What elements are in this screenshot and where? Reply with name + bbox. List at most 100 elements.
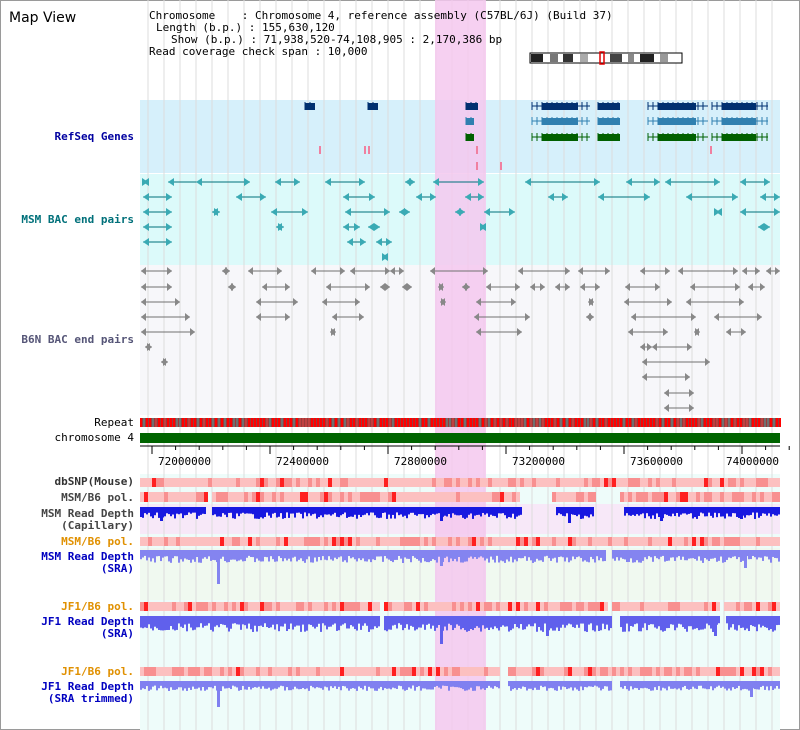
depth-bar [246, 681, 248, 690]
depth-bar [390, 550, 392, 561]
heat-cell [196, 492, 200, 502]
depth-bar [362, 616, 364, 626]
depth-bar [586, 550, 588, 562]
repeat-segment [338, 418, 340, 427]
heat-cell [316, 602, 320, 611]
depth-bar [280, 507, 282, 514]
depth-bar [768, 507, 770, 514]
heat-cell [372, 478, 376, 487]
depth-bar [472, 507, 474, 519]
bac-end-marker [735, 283, 740, 291]
depth-bar [250, 507, 252, 514]
heat-cell [200, 492, 204, 502]
heat-cell [268, 492, 272, 502]
depth-bar [398, 550, 400, 556]
heat-cell [236, 602, 240, 611]
msm-pol-label[interactable]: MSM/B6 pol. [61, 491, 134, 504]
depth-bar [758, 616, 760, 625]
repeat-segment [245, 418, 247, 427]
heat-cell [372, 492, 376, 502]
heat-cell [288, 492, 292, 502]
msm-bac-track[interactable] [142, 178, 780, 261]
read-depth-tracks[interactable] [140, 507, 780, 707]
b6n-bac-label[interactable]: B6N BAC end pairs [21, 333, 134, 346]
heat-cell [588, 602, 592, 611]
repeat-segment [557, 418, 559, 427]
jf1-sra-label-1[interactable]: JF1 Read Depth [41, 615, 134, 628]
depth-bar [670, 507, 672, 517]
msm-pol2-label[interactable]: MSM/B6 pol. [61, 535, 134, 548]
heat-cell [252, 492, 256, 502]
depth-bar [602, 616, 604, 624]
depth-bar [720, 681, 722, 688]
chromosome-bar[interactable] [140, 433, 780, 443]
depth-bar [178, 616, 180, 624]
depth-bar [668, 681, 670, 687]
heat-cell [320, 492, 324, 502]
heat-cell [640, 478, 644, 487]
depth-bar [576, 681, 578, 690]
msm-sra-label-2[interactable]: (SRA) [100, 562, 134, 575]
heat-cell [144, 602, 148, 611]
bac-end-marker [402, 283, 407, 291]
heat-cell [716, 537, 720, 546]
polymorphism-tracks[interactable] [140, 478, 780, 676]
msm-bac-label[interactable]: MSM BAC end pairs [21, 213, 134, 226]
heat-cell [688, 667, 692, 676]
heat-cell [696, 492, 700, 502]
depth-bar [272, 507, 274, 514]
dbsnp-label[interactable]: dbSNP(Mouse) [54, 475, 134, 488]
heat-cell [700, 478, 704, 487]
jf1-pol2-label[interactable]: JF1/B6 pol. [61, 665, 134, 678]
depth-bar [412, 507, 414, 513]
depth-bar [654, 616, 656, 628]
heat-cell [628, 537, 632, 546]
heat-cell [272, 602, 276, 611]
bac-end-marker [733, 267, 738, 275]
msm-capillary-label-2[interactable]: (Capillary) [61, 519, 134, 532]
depth-bar [718, 550, 720, 561]
jf1-sra-label-2[interactable]: (SRA) [100, 627, 134, 640]
depth-bar [306, 681, 308, 689]
repeat-segment [431, 418, 433, 427]
depth-bar [610, 681, 612, 691]
depth-bar [362, 681, 364, 690]
heat-cell [600, 478, 604, 487]
chromosome-ideogram[interactable] [529, 51, 683, 65]
heat-cell [564, 602, 568, 611]
depth-bar [180, 550, 182, 560]
heat-cell [244, 478, 248, 487]
depth-bar [756, 550, 758, 560]
bac-end-marker [647, 343, 652, 351]
heat-cell [428, 667, 432, 676]
repeat-segment [479, 418, 481, 427]
axis-tick-label: 72400000 [276, 455, 329, 468]
depth-bar [528, 550, 530, 558]
heat-cell [752, 492, 756, 502]
repeat-segment [569, 418, 571, 427]
depth-bar [306, 616, 308, 631]
depth-bar [474, 616, 476, 628]
heat-cell [724, 537, 728, 546]
depth-bar [246, 550, 248, 558]
depth-bar [630, 616, 632, 626]
repeat-segment [257, 418, 259, 427]
depth-bar [434, 550, 436, 561]
depth-bar [740, 616, 742, 628]
depth-bar [736, 550, 738, 560]
refseq-genes-track[interactable] [304, 102, 768, 170]
jf1-trimmed-label-2[interactable]: (SRA trimmed) [47, 692, 134, 705]
heat-cell [680, 667, 684, 676]
depth-bar [708, 507, 710, 513]
refseq-label[interactable]: RefSeq Genes [54, 130, 134, 143]
msm-capillary-label-1[interactable]: MSM Read Depth [41, 507, 134, 520]
depth-bar [228, 550, 230, 563]
heat-cell [164, 667, 168, 676]
msm-sra-label-1[interactable]: MSM Read Depth [41, 550, 134, 563]
repeat-track[interactable] [140, 418, 781, 427]
heat-cell [396, 667, 400, 676]
jf1-pol-label[interactable]: JF1/B6 pol. [61, 600, 134, 613]
b6n-bac-track[interactable] [141, 267, 780, 412]
repeat-segment [164, 418, 166, 427]
jf1-trimmed-label-1[interactable]: JF1 Read Depth [41, 680, 134, 693]
